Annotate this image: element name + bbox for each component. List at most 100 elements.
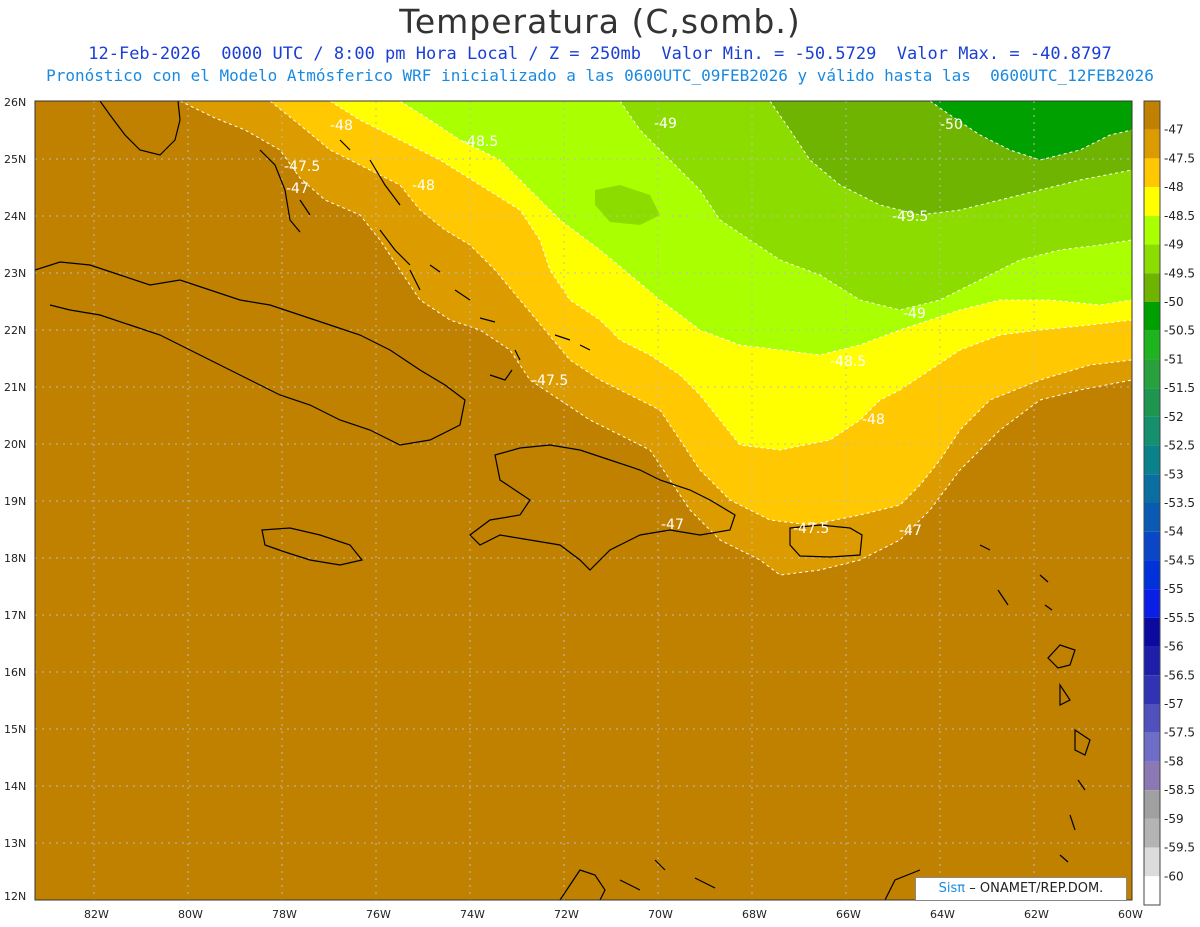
lat-label: 22N: [4, 324, 26, 337]
lon-label: 66W: [836, 908, 861, 921]
colorbar-label: -55.5: [1164, 611, 1195, 625]
lon-label: 60W: [1118, 908, 1143, 921]
model-info-subtitle: Pronóstico con el Modelo Atmósferico WRF…: [46, 66, 1154, 85]
colorbar-label: -58: [1164, 754, 1184, 768]
colorbar-label: -54: [1164, 525, 1184, 539]
colorbar-swatch: [1144, 273, 1160, 302]
credit-box: Sisπ – ONAMET/REP.DOM.: [915, 877, 1127, 901]
contour-label: -48: [330, 118, 353, 134]
colorbar-label: -54.5: [1164, 553, 1195, 567]
contour-label: -48.5: [830, 354, 866, 370]
contour-label: -47: [899, 523, 922, 539]
lat-label: 18N: [4, 552, 26, 565]
colorbar-swatch: [1144, 732, 1160, 762]
hispaniola-coast: [469, 444, 736, 571]
colorbar-swatch: [1144, 187, 1160, 216]
colorbar-frame: [1143, 100, 1161, 906]
contour-label: -49.5: [892, 209, 928, 225]
lon-label: 78W: [272, 908, 297, 921]
colorbar: -47 -47.5 -48 -48.5 -49 -49.5 -50 -50.5 -51 -51.5…: [1143, 100, 1195, 906]
lat-label: 23N: [4, 267, 26, 280]
lesser-antilles: [979, 544, 1091, 863]
sispi-logo: Sisπ: [938, 881, 966, 896]
colorbar-label: -56: [1164, 640, 1184, 654]
contour-label: -49: [903, 306, 926, 322]
colorbar-swatch: [1144, 359, 1160, 389]
lon-label: 74W: [460, 908, 485, 921]
lon-label: 70W: [648, 908, 673, 921]
lat-label: 15N: [4, 723, 26, 736]
jamaica-coast: [261, 527, 364, 566]
colorbar-swatch: [1144, 617, 1160, 647]
colorbar-label: -49: [1164, 238, 1184, 252]
lon-label: 76W: [366, 908, 391, 921]
colorbar-swatch: [1144, 560, 1160, 590]
colorbar-label: -48: [1164, 180, 1184, 194]
colorbar-label: -48.5: [1164, 209, 1195, 223]
colorbar-label: -50.5: [1164, 324, 1195, 338]
contour-label: -49: [654, 116, 677, 132]
colorbar-swatch: [1144, 101, 1160, 130]
contour-label: -47.5: [284, 159, 320, 175]
lat-label: 24N: [4, 210, 26, 223]
colorbar-label: -59.5: [1164, 841, 1195, 855]
colorbar-label: -59: [1164, 812, 1184, 826]
lon-label: 82W: [84, 908, 109, 921]
lon-label: 62W: [1024, 908, 1049, 921]
lat-label: 19N: [4, 495, 26, 508]
lat-label: 14N: [4, 780, 26, 793]
lon-label: 64W: [930, 908, 955, 921]
colorbar-label: -49.5: [1164, 266, 1195, 280]
colorbar-swatch: [1144, 646, 1160, 676]
colorbar-swatch: [1144, 244, 1160, 274]
colorbar-swatch: [1144, 790, 1160, 819]
colorbar-swatch: [1144, 215, 1160, 245]
colorbar-swatch: [1144, 503, 1160, 532]
colorbar-swatch: [1144, 302, 1160, 331]
credit-text: – ONAMET/REP.DOM.: [969, 881, 1104, 896]
colorbar-swatch: [1144, 761, 1160, 791]
lon-label: 72W: [554, 908, 579, 921]
colorbar-label: -53: [1164, 467, 1184, 481]
contour-label: -48.5: [462, 134, 498, 150]
contour-label: -48: [862, 412, 885, 428]
colorbar-label: -52: [1164, 410, 1184, 424]
south-american-coast: [559, 859, 921, 900]
colorbar-swatch: [1144, 876, 1160, 905]
colorbar-label: -53.5: [1164, 496, 1195, 510]
colorbar-swatch: [1144, 330, 1160, 360]
colorbar-label: -55: [1164, 582, 1184, 596]
graticule: [35, 101, 1132, 900]
band-pocket: [595, 185, 660, 225]
colorbar-label: -58.5: [1164, 783, 1195, 797]
lon-label: 80W: [178, 908, 203, 921]
colorbar-swatch: [1144, 474, 1160, 503]
contour-label: -50: [940, 117, 963, 133]
colorbar-swatch: [1144, 818, 1160, 848]
colorbar-label: -57: [1164, 697, 1184, 711]
lat-label: 21N: [4, 381, 26, 394]
contour-value-labels: -48 -48.5 -49 -50 -47.5 -47 -48 -49.5 -4…: [284, 116, 963, 539]
puerto-rico-coast: [789, 524, 863, 558]
colorbar-label: -47.5: [1164, 151, 1195, 165]
colorbar-swatch: [1144, 531, 1160, 561]
colorbar-swatch: [1144, 388, 1160, 417]
colorbar-swatch: [1144, 445, 1160, 475]
plot-frame: [34, 100, 1133, 901]
colorbar-label: -57.5: [1164, 726, 1195, 740]
bahamas-islands: [259, 139, 591, 381]
contour-label: -47: [661, 517, 684, 533]
colorbar-swatch: [1144, 129, 1160, 159]
coastlines: [35, 101, 1091, 900]
map-title: Temperatura (C,somb.): [399, 2, 801, 41]
lat-label: 16N: [4, 666, 26, 679]
contour-label: -47: [286, 181, 309, 197]
colorbar-label: -52.5: [1164, 439, 1195, 453]
contour-lines: [179, 101, 1132, 576]
colorbar-label: -56.5: [1164, 668, 1195, 682]
contour-label: -47.5: [532, 373, 568, 389]
lat-label: 13N: [4, 837, 26, 850]
valid-time-subtitle: 12-Feb-2026 0000 UTC / 8:00 pm Hora Loca…: [88, 44, 1112, 64]
lon-label: 68W: [742, 908, 767, 921]
